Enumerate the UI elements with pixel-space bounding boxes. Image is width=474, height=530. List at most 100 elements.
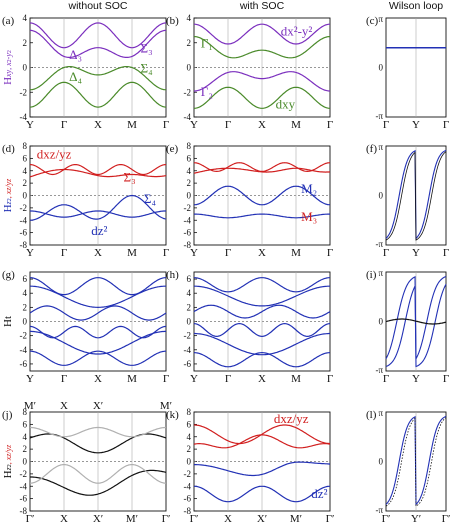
y-tick-label: 0	[23, 191, 28, 201]
y-tick-label: 6	[23, 153, 28, 163]
band-line	[193, 351, 331, 368]
band-line	[30, 350, 166, 366]
panel-label: (i)	[366, 269, 377, 281]
panel-k: (k) -8 -6 -4 -2 0 2 4 6 8 Γ′ X X′ M′ Γ′ dxz/yz dz²	[166, 407, 334, 525]
panel-b: (b) -4 -2 0 2 4 Y Γ X M Γ Γ₁ Γ₂ dx²-y² dxy	[166, 13, 333, 131]
band-line	[29, 464, 167, 484]
k-point-label: Γ	[163, 373, 169, 385]
y-tick-label: 2	[187, 178, 192, 188]
y-tick-label: -2	[184, 469, 192, 479]
wilson-k-label: Y	[412, 373, 420, 385]
y-tick-label: 2	[187, 38, 192, 48]
y-tick-label: 4	[23, 432, 28, 442]
band-annotation: Σ₄	[144, 191, 157, 206]
y-axis-label-part: ,	[4, 460, 13, 464]
k-point-label: X	[258, 373, 266, 385]
y-axis-label-part: 2	[7, 198, 13, 201]
k-point-label: Γ′	[190, 513, 199, 525]
y-axis-label: Ht	[2, 316, 14, 327]
wilson-tick-label: π	[378, 268, 383, 278]
band-annotation: M₃	[301, 209, 317, 224]
y-tick-label: -8	[184, 240, 192, 250]
k-point-label: M	[291, 119, 301, 131]
y-tick-label: 2	[187, 302, 192, 312]
wilson-line	[385, 283, 447, 368]
y-axis-label-part: H	[2, 77, 14, 85]
k-point-label: X	[258, 247, 266, 259]
column-title-wilson-loop: Wilson loop	[389, 0, 443, 12]
k-point-label: Γ′	[26, 513, 35, 525]
k-point-label: Γ′	[326, 513, 335, 525]
y-tick-label: 8	[187, 407, 192, 417]
wilson-tick-label: π	[378, 408, 383, 418]
y-axis-label-part: xy	[4, 69, 13, 78]
wilson-line	[385, 417, 447, 507]
y-tick-label: 4	[23, 166, 28, 176]
y-tick-label: -2	[20, 203, 28, 213]
wilson-tick-label: 0	[379, 191, 384, 201]
k-point-label: Γ′	[162, 513, 171, 525]
k-point-label: X	[94, 119, 102, 131]
y-tick-label: 6	[23, 274, 28, 284]
y-axis-label: Hz2, xz/yz	[2, 178, 14, 213]
y-tick-label: 0	[23, 63, 28, 73]
panel-f: (f) π -π 0 Γ Y Γ	[366, 142, 449, 259]
wilson-k-label: Γ	[383, 373, 389, 385]
k-point-label: Γ	[61, 119, 67, 131]
y-tick-label: 4	[187, 432, 192, 442]
band-line	[29, 325, 167, 339]
band-line	[193, 304, 331, 319]
k-point-label: Y	[190, 247, 198, 259]
band-line	[193, 434, 331, 449]
y-tick-label: -6	[184, 494, 192, 504]
y-tick-label: 6	[187, 274, 192, 284]
band-line	[30, 330, 166, 355]
y-tick-label: 4	[187, 166, 192, 176]
y-tick-label: -2	[20, 469, 28, 479]
panel-g: (g) -6 -4 -2 0 2 4 6 Y Γ X M Γ	[2, 269, 169, 385]
y-tick-label: -4	[20, 481, 28, 491]
band-line	[30, 194, 167, 221]
y-tick-label: 2	[23, 178, 28, 188]
y-tick-label: 2	[187, 444, 192, 454]
y-axis-label-part: z	[4, 466, 13, 471]
band-line	[30, 277, 166, 296]
band-annotation: Γ₂	[201, 84, 213, 99]
k-point-label: M	[291, 373, 301, 385]
wilson-tick-label: -π	[375, 365, 383, 375]
k-point-label: Γ	[225, 119, 231, 131]
band-line	[194, 461, 331, 477]
wilson-k-label: Γ	[443, 373, 449, 385]
wilson-tick-label: π	[378, 14, 383, 24]
band-line	[30, 426, 166, 438]
k-point-label: M	[127, 373, 137, 385]
y-axis-label-part: 2	[7, 59, 13, 62]
y-tick-label: 2	[23, 444, 28, 454]
wilson-tick-label: 0	[379, 317, 384, 327]
k-point-label: Γ	[61, 247, 67, 259]
y-axis-label-part: ,	[4, 194, 13, 198]
band-annotation: Γ₁	[201, 36, 213, 51]
y-tick-label: 0	[187, 457, 192, 467]
wilson-k-label: Γ′	[382, 513, 391, 525]
top-k-point-label: X	[60, 400, 68, 412]
y-tick-label: -8	[20, 240, 28, 250]
band-line	[194, 213, 330, 219]
y-axis-label-part: 2	[7, 50, 13, 53]
y-axis-label-part: ,	[4, 66, 13, 70]
wilson-k-label: Γ	[443, 247, 449, 259]
y-tick-label: 6	[187, 419, 192, 429]
y-tick-label: -4	[184, 345, 192, 355]
y-tick-label: 4	[187, 288, 192, 298]
y-axis-label-part: xz/yz	[4, 178, 13, 195]
wilson-tick-label: -π	[375, 111, 383, 121]
y-tick-label: -2	[20, 331, 28, 341]
column-title-with-soc: with SOC	[239, 0, 285, 12]
panel-label: (g)	[2, 269, 15, 281]
band-annotation: dxy	[276, 96, 296, 111]
y-tick-label: -6	[20, 359, 28, 369]
wilson-line	[385, 151, 447, 241]
wilson-k-label: Γ′	[442, 513, 451, 525]
